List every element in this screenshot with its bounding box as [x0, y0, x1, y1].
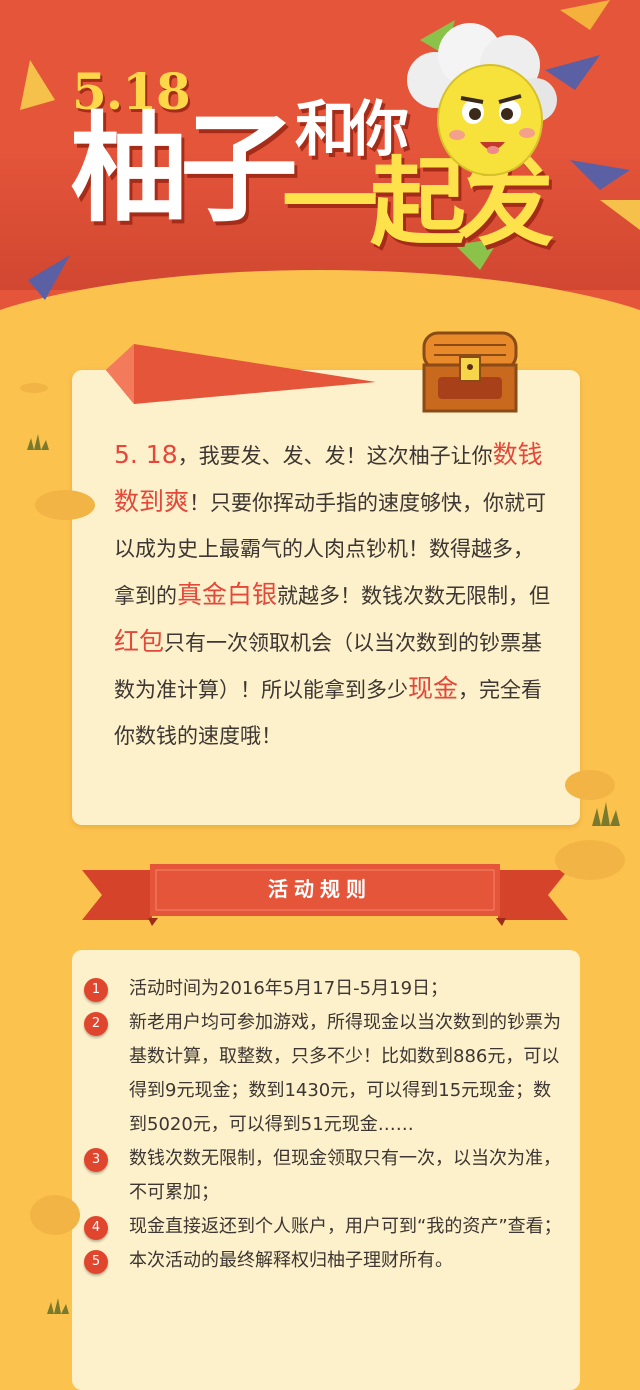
confetti-decoration: [20, 0, 640, 300]
rule-item: 4 现金直接返还到个人账户，用户可到“我的资产”查看；: [84, 1210, 564, 1244]
intro-text: 5. 18，我要发、发、发！这次柚子让你数钱数到爽！只要你挥动手指的速度够快，你…: [114, 432, 554, 759]
intro-segment: 只有一次领取机会（以当次数到的钞票基数为准计算）！所以能拿到多少: [114, 631, 543, 702]
rule-item: 2 新老用户均可参加游戏，所得现金以当次数到的钞票为基数计算，取整数，只多不少！比…: [84, 1006, 564, 1142]
rules-card: 1 活动时间为2016年5月17日-5月19日； 2 新老用户均可参加游戏，所得现金…: [72, 950, 580, 1390]
decor-dot: [35, 490, 95, 520]
intro-card: 5. 18，我要发、发、发！这次柚子让你数钱数到爽！只要你挥动手指的速度够快，你…: [72, 344, 580, 825]
treasure-chest-icon: [422, 331, 518, 413]
rule-item: 1 活动时间为2016年5月17日-5月19日；: [84, 972, 564, 1006]
intro-segment: ，我要发、发、发！这次柚子让你: [177, 444, 493, 468]
rules-banner: [82, 864, 568, 926]
rules-title: 活动规则: [268, 877, 372, 901]
intro-segment: 就越多！数钱次数无限制，但: [277, 584, 551, 608]
rule-text: 活动时间为2016年5月17日-5月19日；: [129, 978, 449, 999]
rules-list: 1 活动时间为2016年5月17日-5月19日； 2 新老用户均可参加游戏，所得现金…: [84, 972, 564, 1278]
rule-number: 2: [84, 1012, 108, 1036]
grass-icon: [27, 434, 49, 450]
intro-segment: ，完全看你数钱的速度哦！: [114, 678, 543, 748]
rule-number: 3: [84, 1148, 108, 1172]
mascot-icon: [407, 23, 557, 176]
highlight-real-money: 真金白银: [177, 580, 278, 609]
rule-text: 现金直接返还到个人账户，用户可到“我的资产”查看；: [129, 1216, 562, 1237]
crowd-silhouette: [0, 150, 640, 290]
decor-dot: [30, 1195, 80, 1235]
decor-dot: [565, 770, 615, 800]
date-title: 5.18: [72, 62, 191, 121]
intro-segment: ！只要你挥动手指的速度够快，你就可以成为史上最霸气的人肉点钞机！数得越多，拿到的: [114, 491, 547, 608]
rule-text: 数钱次数无限制，但现金领取只有一次，以当次为准，不可累加；: [129, 1148, 561, 1203]
ribbon-flag: [106, 344, 376, 404]
grass-icon: [47, 1298, 69, 1314]
rule-item: 3 数钱次数无限制，但现金领取只有一次，以当次为准，不可累加；: [84, 1142, 564, 1210]
title-and: 和你: [295, 95, 409, 165]
rule-text: 本次活动的最终解释权归柚子理财所有。: [129, 1250, 453, 1271]
rule-number: 1: [84, 978, 108, 1002]
highlight-count-money: 数钱数到爽: [114, 440, 543, 516]
highlight-red-packet: 红包: [114, 627, 165, 656]
decor-dot: [555, 840, 625, 880]
rule-text: 新老用户均可参加游戏，所得现金以当次数到的钞票为基数计算，取整数，只多不少！比如…: [129, 1012, 561, 1135]
highlight-cash: 现金: [408, 674, 459, 703]
rule-number: 5: [84, 1250, 108, 1274]
intro-date: 5. 18: [114, 440, 178, 469]
header-banner: 5.18 柚子 和你 一起发: [0, 0, 640, 330]
rule-item: 5 本次活动的最终解释权归柚子理财所有。: [84, 1244, 564, 1278]
grass-icon: [592, 802, 620, 826]
decor-dot: [20, 383, 48, 393]
title-main: 柚子: [70, 100, 298, 238]
rule-number: 4: [84, 1216, 108, 1240]
